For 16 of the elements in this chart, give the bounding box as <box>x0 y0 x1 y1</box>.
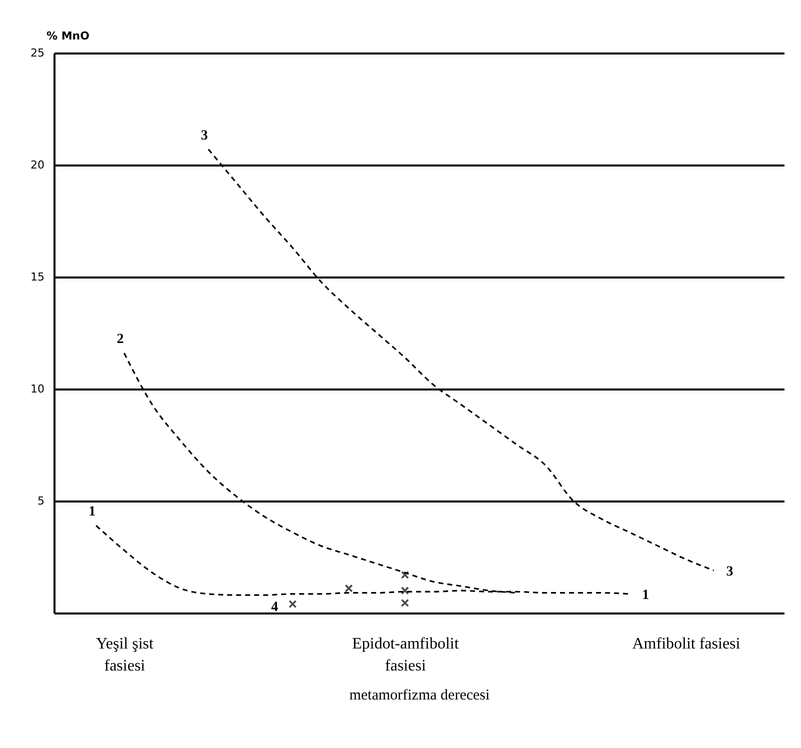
annotation: 3 <box>726 564 734 580</box>
series-label: 4 <box>271 600 278 616</box>
series-label: 2 <box>116 332 124 348</box>
x-tick-label: Epidot-amfibolit fasiesi <box>352 636 460 674</box>
series-label: 1 <box>88 504 96 520</box>
series-label: 3 <box>200 128 208 144</box>
y-tick-label: 5 <box>38 494 44 508</box>
y-tick-label: 25 <box>30 46 44 60</box>
y-tick-label: 10 <box>30 382 44 396</box>
x-tick-label: Yeşil şist fasiesi <box>96 636 154 674</box>
x-tick-label: Amfibolit fasiesi <box>632 636 741 652</box>
y-axis-title: % MnO <box>46 30 90 42</box>
x-axis-title: metamorfizma derecesi <box>349 688 490 704</box>
y-tick-label: 20 <box>30 158 44 172</box>
y-tick-label: 15 <box>30 270 44 284</box>
annotation: 1 <box>642 588 650 603</box>
